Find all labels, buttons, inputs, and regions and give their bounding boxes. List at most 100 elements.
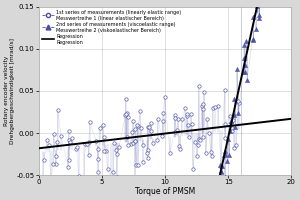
Point — [244, 78, 249, 81]
Point — [196, 144, 200, 147]
Point — [242, 57, 246, 60]
Point — [58, 134, 63, 137]
Point — [147, 125, 152, 129]
Point — [228, 129, 232, 133]
Point — [243, 63, 248, 66]
Point — [54, 154, 59, 157]
Point — [109, 177, 114, 180]
Point — [203, 151, 208, 154]
Point — [161, 112, 166, 115]
Point — [162, 95, 167, 99]
Point — [223, 150, 227, 153]
Point — [176, 144, 181, 147]
X-axis label: Torque of PMSM: Torque of PMSM — [135, 187, 195, 196]
Point — [244, 39, 248, 42]
Point — [206, 131, 211, 135]
Point — [177, 147, 182, 151]
Point — [172, 114, 177, 117]
Point — [155, 118, 160, 121]
Point — [216, 104, 221, 108]
Point — [74, 145, 79, 148]
Point — [114, 149, 118, 152]
Point — [95, 147, 100, 150]
Point — [193, 140, 198, 144]
Point — [200, 103, 205, 106]
Point — [185, 123, 190, 126]
Point — [102, 135, 107, 138]
Point — [48, 181, 53, 184]
Point — [227, 114, 232, 117]
Point — [96, 170, 100, 173]
Point — [134, 163, 139, 167]
Point — [236, 111, 241, 114]
Point — [232, 146, 237, 150]
Point — [237, 101, 242, 104]
Point — [242, 71, 247, 74]
Point — [55, 141, 59, 144]
Point — [222, 89, 227, 92]
Point — [250, 38, 255, 41]
Point — [159, 134, 164, 137]
Point — [117, 146, 122, 149]
Point — [208, 150, 213, 153]
Point — [126, 116, 130, 119]
Point — [83, 143, 88, 146]
Point — [131, 119, 136, 122]
Point — [145, 125, 150, 129]
Point — [86, 154, 91, 157]
Point — [87, 121, 92, 124]
Point — [236, 99, 241, 102]
Point — [200, 135, 205, 138]
Point — [219, 170, 224, 173]
Point — [232, 97, 237, 100]
Point — [70, 136, 74, 140]
Point — [66, 165, 70, 168]
Point — [211, 106, 215, 109]
Point — [229, 129, 234, 132]
Point — [184, 115, 189, 118]
Point — [51, 132, 56, 136]
Point — [102, 149, 107, 152]
Point — [138, 109, 142, 112]
Point — [225, 138, 230, 141]
Point — [242, 43, 246, 46]
Point — [230, 127, 235, 130]
Point — [124, 136, 129, 139]
Point — [123, 97, 128, 101]
Point — [222, 175, 227, 178]
Point — [146, 149, 150, 152]
Point — [155, 139, 160, 142]
Point — [229, 120, 234, 123]
Point — [189, 123, 194, 126]
Point — [135, 123, 140, 127]
Point — [205, 117, 210, 120]
Point — [194, 154, 199, 158]
Point — [139, 127, 143, 130]
Point — [145, 151, 150, 154]
Point — [191, 167, 196, 170]
Point — [197, 139, 202, 142]
Point — [73, 148, 78, 151]
Point — [160, 120, 165, 123]
Point — [98, 126, 103, 129]
Point — [172, 116, 177, 120]
Point — [223, 136, 227, 139]
Point — [241, 70, 246, 74]
Point — [85, 142, 90, 145]
Point — [189, 113, 194, 116]
Y-axis label: Rotary encoder velocity
Drehgebergeschwindigkeit [mrad/s]: Rotary encoder velocity Drehgebergeschwi… — [4, 38, 15, 144]
Point — [222, 152, 227, 155]
Point — [47, 143, 52, 147]
Point — [136, 125, 141, 128]
Point — [115, 153, 120, 156]
Point — [53, 163, 58, 166]
Point — [140, 144, 145, 147]
Point — [200, 105, 205, 108]
Point — [256, 13, 261, 16]
Point — [45, 138, 50, 141]
Point — [197, 138, 202, 141]
Point — [81, 183, 86, 186]
Point — [136, 163, 140, 167]
Point — [231, 114, 236, 117]
Point — [234, 68, 239, 71]
